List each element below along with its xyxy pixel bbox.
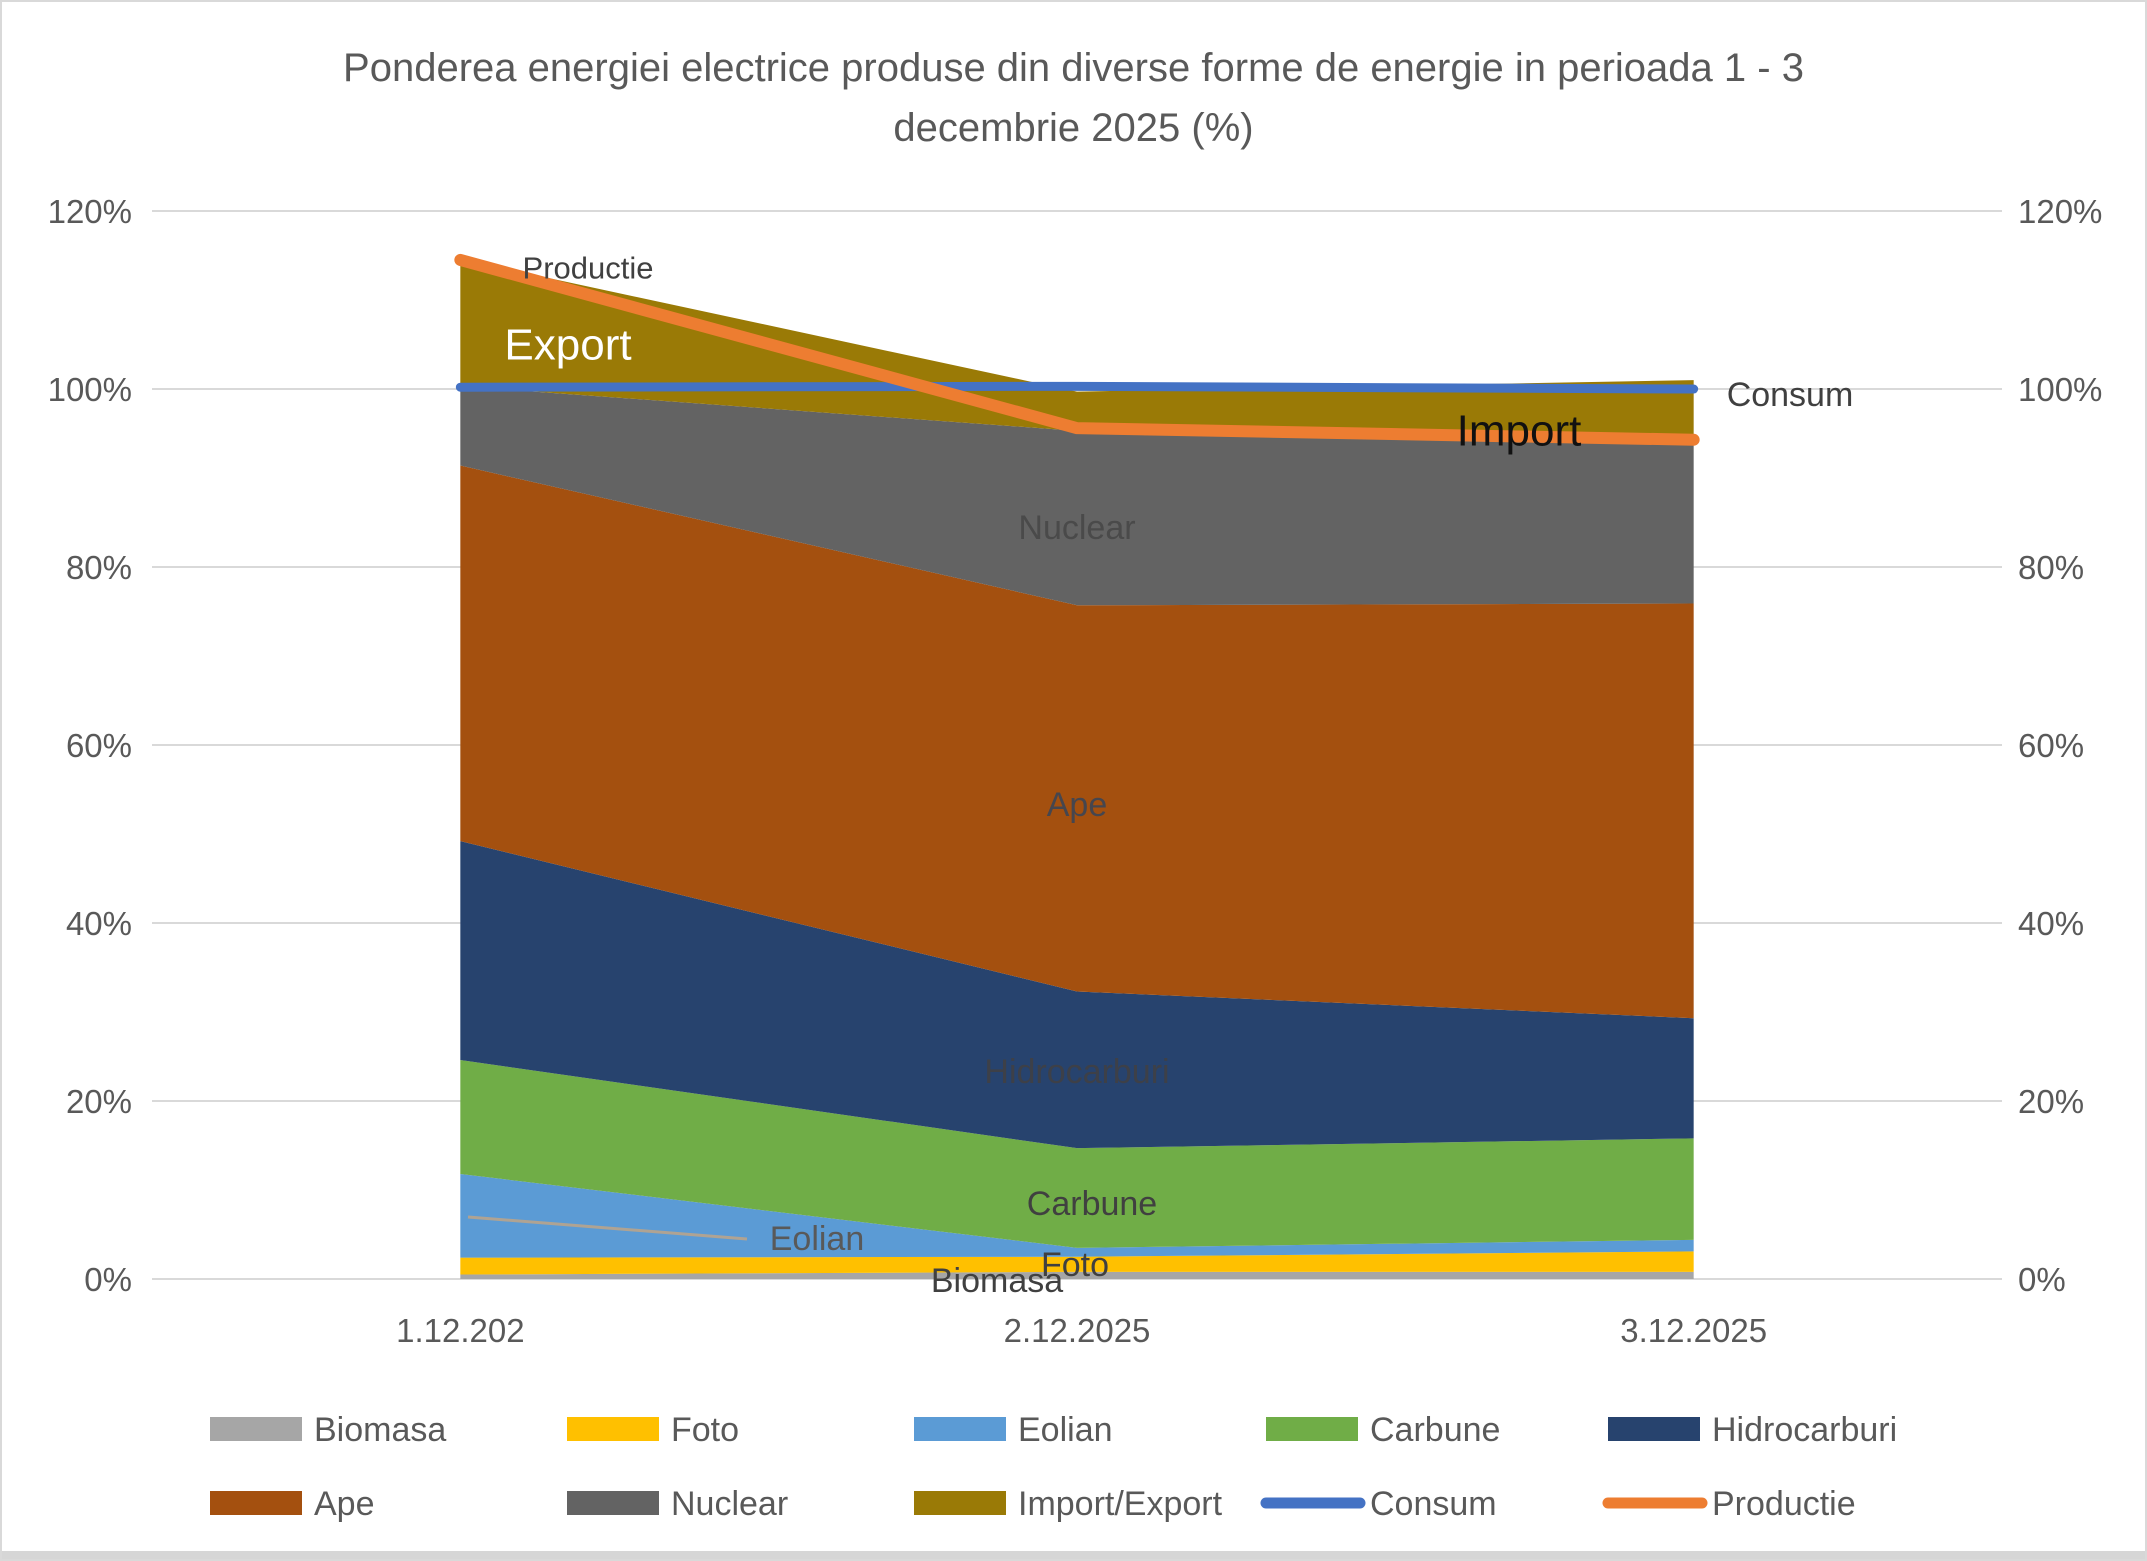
legend-label: Productie bbox=[1712, 1485, 1856, 1523]
eolian-label: Eolian bbox=[770, 1220, 865, 1258]
legend-swatch bbox=[567, 1417, 659, 1441]
area-hidrocarburi bbox=[460, 841, 1694, 1149]
export-label: Export bbox=[504, 321, 631, 370]
legend-label: Biomasa bbox=[314, 1411, 446, 1449]
biomasa-label: Biomasa bbox=[931, 1262, 1063, 1300]
y-tick-left: 40% bbox=[66, 905, 132, 942]
legend-item-ape: Ape bbox=[210, 1485, 375, 1523]
chart-title-line2: decembrie 2025 (%) bbox=[893, 106, 1254, 150]
x-tick: 1.12.202 bbox=[396, 1312, 524, 1349]
x-tick: 3.12.2025 bbox=[1620, 1312, 1767, 1349]
y-tick-left: 20% bbox=[66, 1083, 132, 1120]
import-label: Import bbox=[1457, 407, 1582, 456]
y-tick-right: 40% bbox=[2018, 905, 2084, 942]
legend-label: Consum bbox=[1370, 1485, 1497, 1523]
y-tick-right: 60% bbox=[2018, 727, 2084, 764]
y-tick-left: 60% bbox=[66, 727, 132, 764]
y-tick-right: 0% bbox=[2018, 1261, 2066, 1298]
eolian-leader-line bbox=[467, 1215, 748, 1241]
chart-title: Ponderea energiei electrice produse din … bbox=[2, 38, 2145, 158]
legend-swatch bbox=[914, 1417, 1006, 1441]
nuclear-label: Nuclear bbox=[1018, 509, 1135, 547]
line-series bbox=[454, 253, 1700, 446]
area-import-export bbox=[460, 259, 1694, 444]
legend-item-import-export: Import/Export bbox=[914, 1485, 1223, 1523]
legend-swatch bbox=[210, 1417, 302, 1441]
consum-label: Consum bbox=[1727, 376, 1854, 414]
legend-swatch bbox=[1266, 1417, 1358, 1441]
legend-swatch bbox=[210, 1491, 302, 1515]
x-tick: 2.12.2025 bbox=[1004, 1312, 1151, 1349]
area-nuclear bbox=[460, 386, 1694, 606]
legend-swatch bbox=[1608, 1417, 1700, 1441]
area-eolian bbox=[460, 1173, 1694, 1258]
legend-item-hidrocarburi: Hidrocarburi bbox=[1608, 1411, 1897, 1449]
legend-item-nuclear: Nuclear bbox=[567, 1485, 788, 1523]
area-foto bbox=[460, 1251, 1694, 1275]
y-tick-right: 20% bbox=[2018, 1083, 2084, 1120]
foto-label: Foto bbox=[1041, 1246, 1109, 1284]
legend-item-consum: Consum bbox=[1260, 1485, 1497, 1523]
chart-title-line1: Ponderea energiei electrice produse din … bbox=[343, 46, 1804, 90]
legend-item-carbune: Carbune bbox=[1266, 1411, 1500, 1449]
legend-label: Carbune bbox=[1370, 1411, 1500, 1449]
area-ape bbox=[460, 465, 1694, 1019]
legend-label: Hidrocarburi bbox=[1712, 1411, 1897, 1449]
area-biomasa bbox=[460, 1271, 1694, 1279]
legend-item-productie: Productie bbox=[1602, 1485, 1856, 1523]
legend-item-foto: Foto bbox=[567, 1411, 739, 1449]
area-series bbox=[460, 259, 1694, 1279]
y-tick-right: 100% bbox=[2018, 371, 2102, 408]
line-productie bbox=[454, 253, 1700, 446]
y-tick-left: 100% bbox=[48, 371, 132, 408]
line-consum bbox=[455, 381, 1699, 394]
legend-label: Foto bbox=[671, 1411, 739, 1449]
legend-label: Ape bbox=[314, 1485, 375, 1523]
window-bottom-edge bbox=[2, 1551, 2145, 1559]
legend-label: Eolian bbox=[1018, 1411, 1113, 1449]
legend-label: Import/Export bbox=[1018, 1485, 1223, 1523]
y-tick-left: 80% bbox=[66, 549, 132, 586]
legend-label: Nuclear bbox=[671, 1485, 788, 1523]
y-tick-right: 120% bbox=[2018, 193, 2102, 230]
carbune-label: Carbune bbox=[1027, 1185, 1157, 1223]
ape-label: Ape bbox=[1047, 786, 1108, 824]
y-tick-left: 0% bbox=[84, 1261, 132, 1298]
y-axis-labels: 0% 0% 20% 20% 40% 40% 60% 60% 80% 80% 100% 100% 120%… bbox=[48, 193, 2103, 1298]
legend-swatch bbox=[567, 1491, 659, 1515]
legend-item-biomasa: Biomasa bbox=[210, 1411, 446, 1449]
x-axis-labels: 1.12.202 2.12.2025 3.12.2025 bbox=[396, 1312, 1767, 1349]
y-tick-left: 120% bbox=[48, 193, 132, 230]
legend: Biomasa Foto Eolian Carbune Hidrocarburi Ape N… bbox=[210, 1411, 1897, 1523]
hidrocarburi-label: Hidrocarburi bbox=[984, 1053, 1169, 1091]
productie-label: Productie bbox=[523, 251, 654, 286]
legend-item-eolian: Eolian bbox=[914, 1411, 1113, 1449]
legend-swatch bbox=[914, 1491, 1006, 1515]
data-labels: Productie Export Nuclear Ape Hidrocarburi Car… bbox=[504, 251, 1853, 1301]
area-carbune bbox=[460, 1060, 1694, 1248]
y-tick-right: 80% bbox=[2018, 549, 2084, 586]
